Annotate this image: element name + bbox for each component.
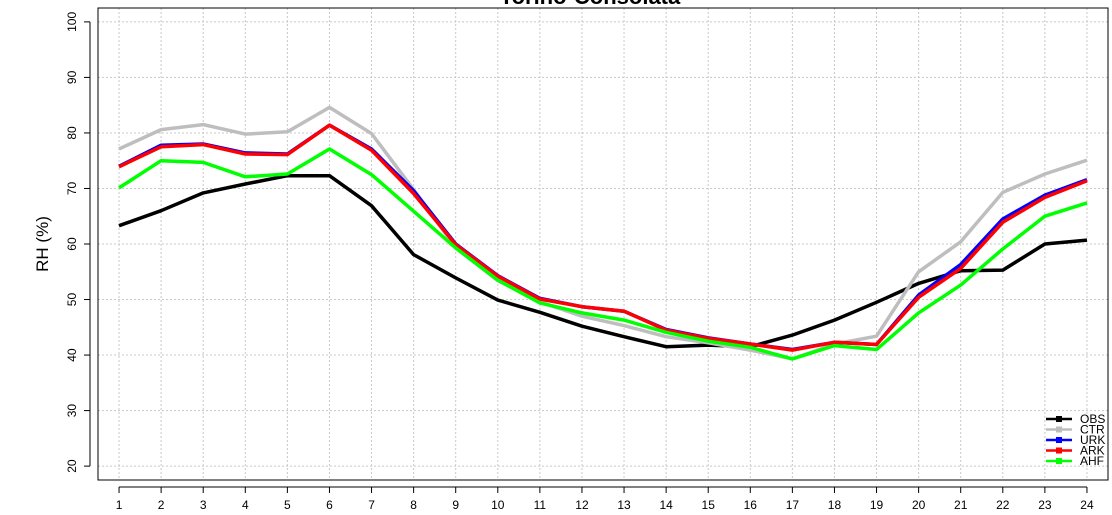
y-axis-label: RH (%): [33, 216, 52, 272]
series-line-ahf: [118, 147, 1088, 361]
x-tick-label-7: 7: [368, 498, 375, 512]
x-tick-label-3: 3: [200, 498, 207, 512]
y-tick-label-80: 80: [65, 126, 79, 140]
x-tick-label-2: 2: [158, 498, 165, 512]
chart-title: Torino-Consolata: [500, 0, 681, 9]
x-tick-label-1: 1: [116, 498, 123, 512]
plot-frame: [97, 7, 1109, 481]
x-tick-label-23: 23: [1038, 498, 1052, 512]
legend-label-ahf: AHF: [1080, 454, 1104, 468]
x-tick-label-10: 10: [491, 498, 505, 512]
legend-label-obs: OBS: [1080, 412, 1105, 426]
x-tick-label-14: 14: [659, 498, 673, 512]
series-line-obs: [118, 173, 1088, 349]
x-tick-label-9: 9: [452, 498, 459, 512]
x-tick-label-5: 5: [284, 498, 291, 512]
legend-label-urk: URK: [1080, 433, 1105, 447]
legend-marker-ark: [1056, 447, 1062, 454]
x-tick-label-24: 24: [1080, 498, 1094, 512]
series-line-ark: [118, 123, 1088, 352]
legend-marker-ahf: [1056, 458, 1062, 464]
x-tick-label-21: 21: [954, 498, 968, 512]
y-tick-label-70: 70: [65, 181, 79, 195]
legend-label-ark: ARK: [1080, 444, 1105, 458]
legend-marker-obs: [1056, 416, 1062, 422]
y-tick-label-50: 50: [65, 293, 79, 307]
x-tick-label-12: 12: [575, 498, 589, 512]
y-tick-label-30: 30: [65, 404, 79, 418]
x-tick-label-13: 13: [617, 498, 631, 512]
y-tick-label-90: 90: [65, 70, 79, 84]
legend-label-ctr: CTR: [1080, 423, 1105, 437]
x-tick-label-11: 11: [534, 498, 547, 512]
y-tick-label-20: 20: [65, 459, 79, 473]
y-tick-label-60: 60: [65, 237, 79, 251]
x-tick-label-16: 16: [744, 498, 758, 512]
x-tick-label-20: 20: [912, 498, 926, 512]
axes: 1 2 3 4 5 6 7 8 9 10 11 12 13 14 15 16 17 18 19 20 21 22 23 242…: [65, 12, 1094, 512]
x-tick-label-4: 4: [242, 498, 249, 512]
x-tick-label-15: 15: [702, 498, 716, 512]
legend-marker-urk: [1056, 437, 1062, 443]
grid-lines: [98, 8, 1108, 480]
y-tick-label-40: 40: [65, 348, 79, 362]
x-tick-label-6: 6: [326, 498, 333, 512]
series-line-ctr: [118, 105, 1088, 361]
legend-marker-ctr: [1056, 426, 1062, 433]
x-tick-label-17: 17: [786, 498, 800, 512]
y-tick-label-100: 100: [65, 12, 79, 32]
x-tick-label-8: 8: [410, 498, 417, 512]
series-lines: [118, 105, 1088, 361]
x-tick-label-22: 22: [996, 498, 1010, 512]
x-tick-label-18: 18: [828, 498, 842, 512]
x-tick-label-19: 19: [870, 498, 884, 512]
